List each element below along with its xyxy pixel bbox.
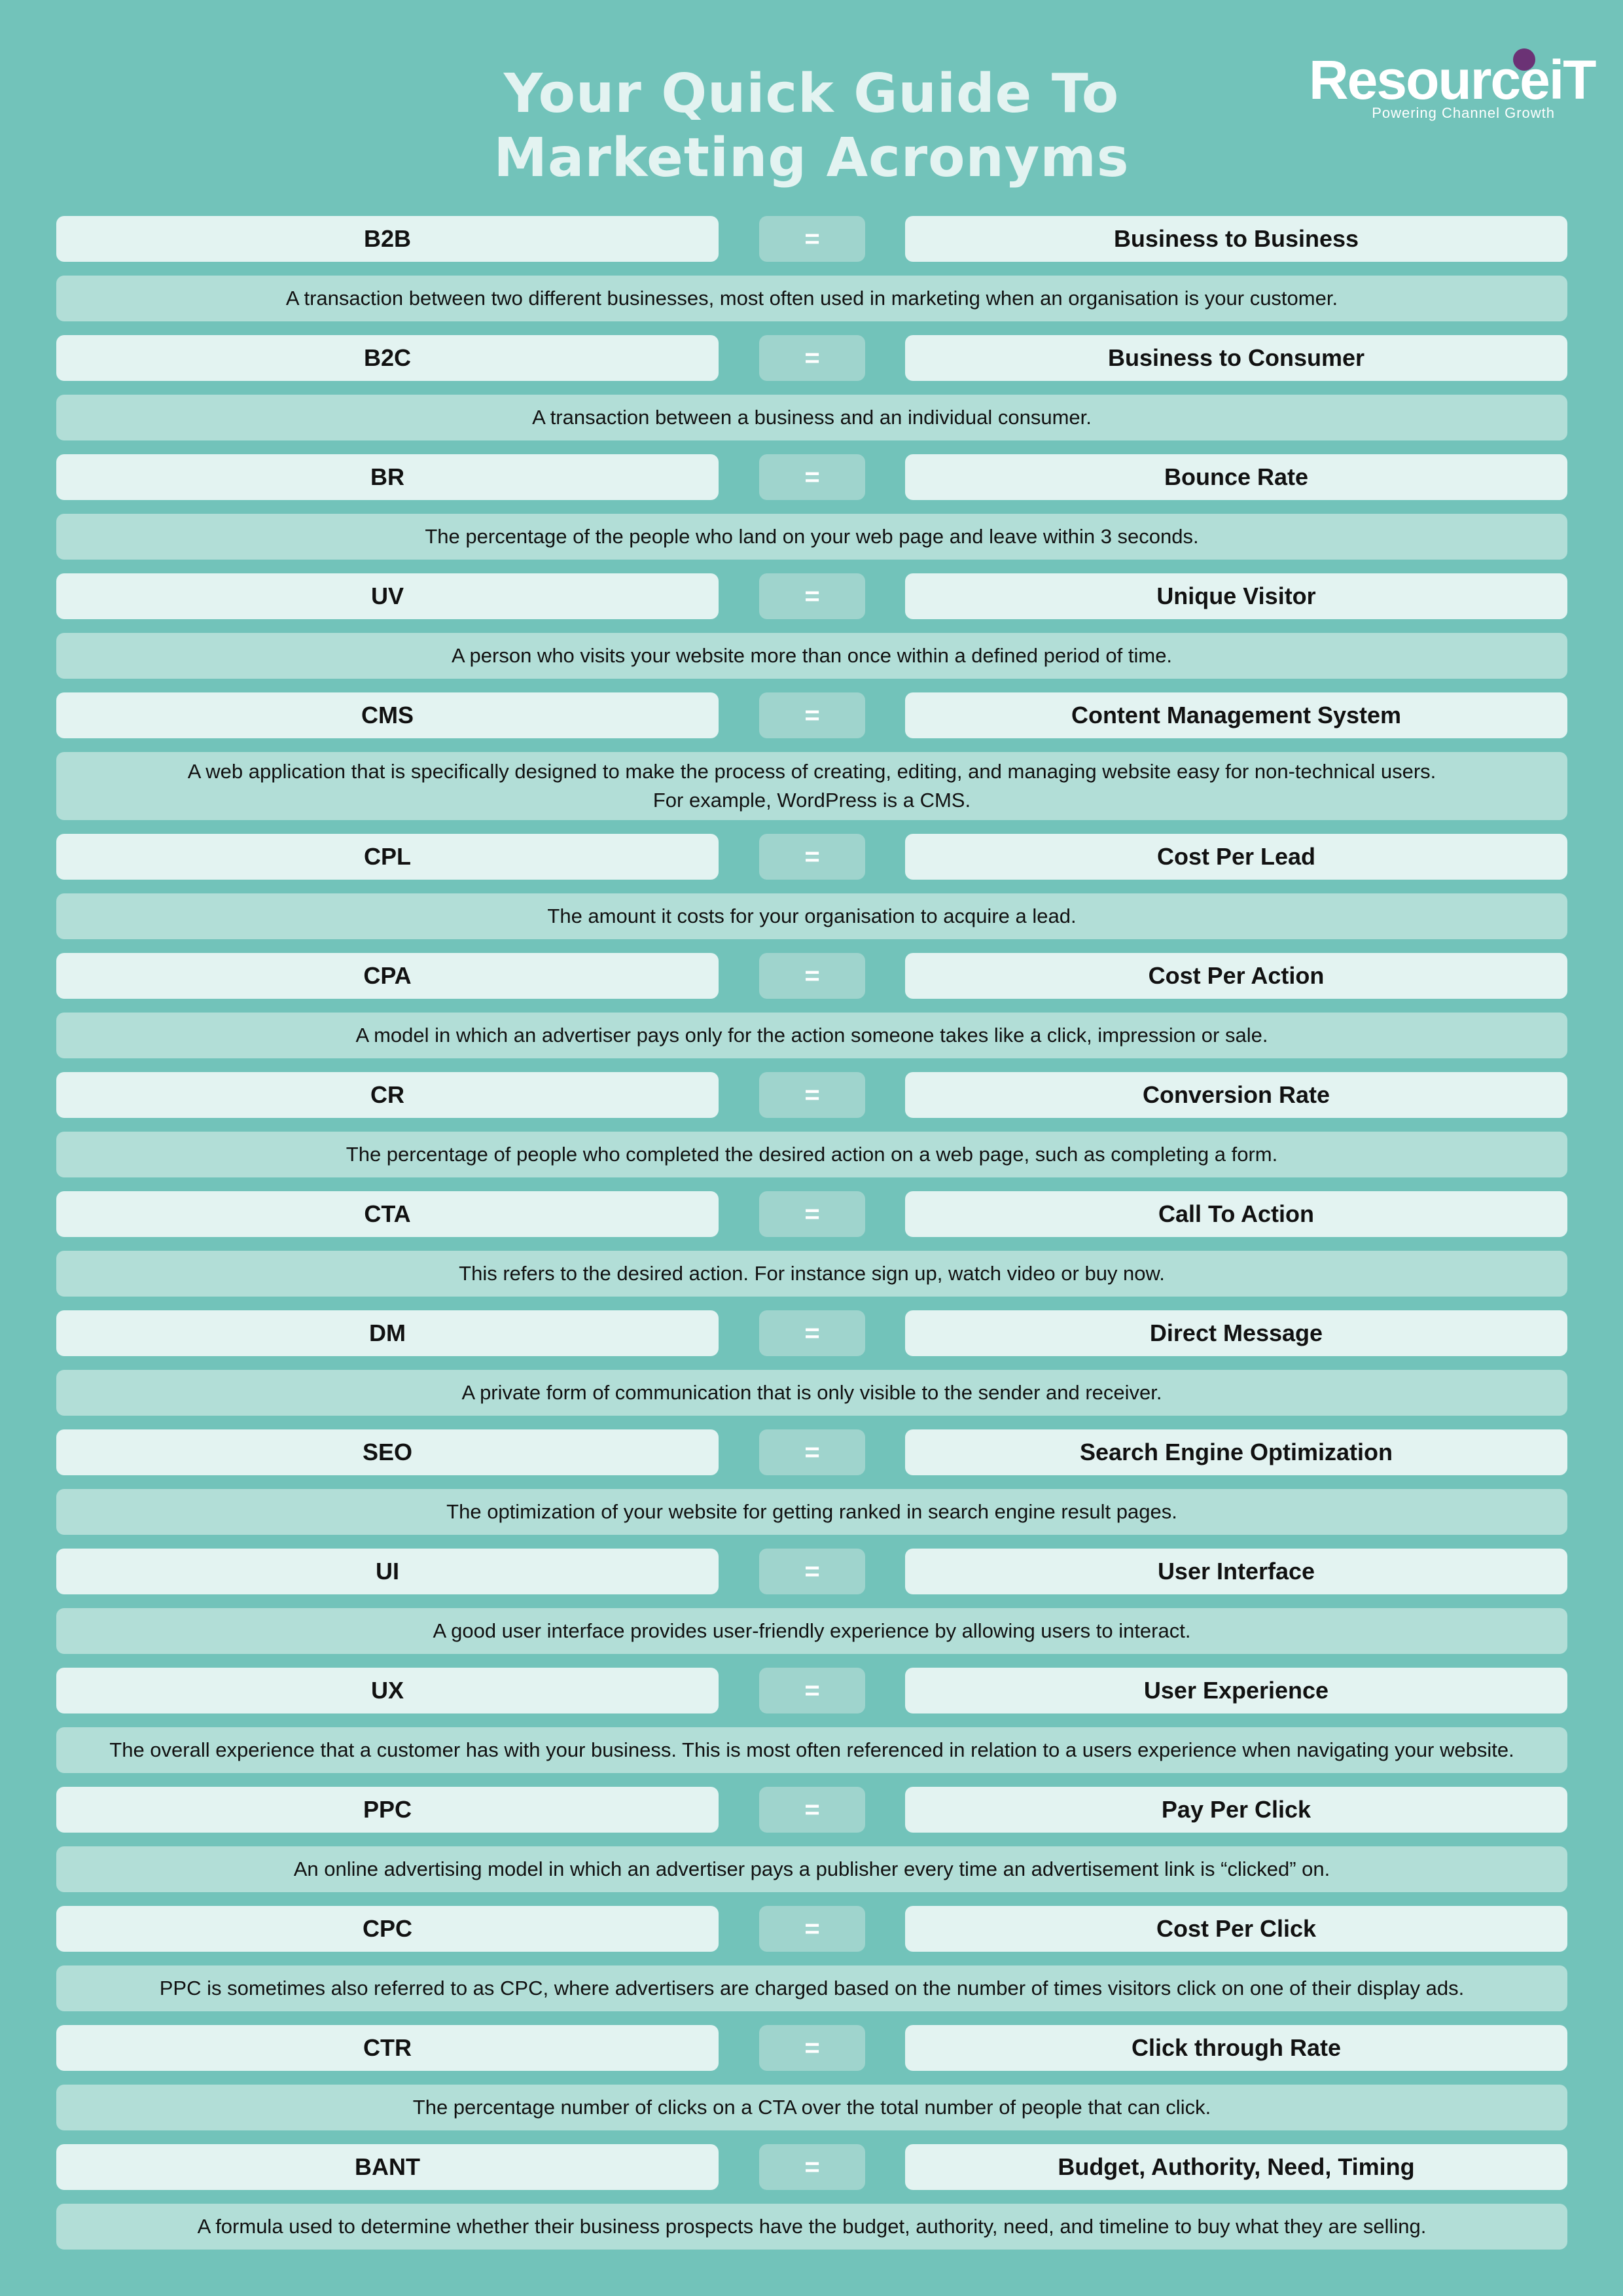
equals-sign: = (759, 335, 865, 381)
acronym-description: This refers to the desired action. For i… (56, 1251, 1567, 1297)
acronym-label: UX (56, 1668, 719, 1713)
acronym-meaning: Cost Per Click (905, 1906, 1567, 1952)
acronym-description: The overall experience that a customer h… (56, 1727, 1567, 1773)
description-line: A formula used to determine whether thei… (197, 2215, 1427, 2238)
acronym-description: A private form of communication that is … (56, 1370, 1567, 1416)
acronym-label: B2C (56, 335, 719, 381)
equals-sign: = (759, 573, 865, 619)
equals-sign: = (759, 1906, 865, 1952)
acronym-label: B2B (56, 216, 719, 262)
acronym-label: BANT (56, 2144, 719, 2190)
description-line: The optimization of your website for get… (446, 1500, 1177, 1523)
description-line: A person who visits your website more th… (451, 644, 1173, 667)
acronym-description: A person who visits your website more th… (56, 633, 1567, 679)
acronym-label: CMS (56, 692, 719, 738)
equals-sign: = (759, 1310, 865, 1356)
equals-sign: = (759, 953, 865, 999)
equals-sign: = (759, 1668, 865, 1713)
page-title: Your Quick Guide To Marketing Acronyms (0, 62, 1623, 190)
equals-sign: = (759, 834, 865, 880)
equals-sign: = (759, 454, 865, 500)
description-line: A good user interface provides user-frie… (433, 1619, 1191, 1642)
resourceit-logo: ResourceiT Powering Channel Growth (1309, 47, 1596, 132)
description-line: A private form of communication that is … (461, 1381, 1162, 1404)
acronym-meaning: Bounce Rate (905, 454, 1567, 500)
equals-sign: = (759, 1549, 865, 1594)
acronym-meaning: Click through Rate (905, 2025, 1567, 2071)
acronym-meaning: Unique Visitor (905, 573, 1567, 619)
acronym-label: CR (56, 1072, 719, 1118)
description-line: A transaction between a business and an … (532, 406, 1092, 429)
description-line: The overall experience that a customer h… (109, 1738, 1514, 1761)
acronym-label: CTA (56, 1191, 719, 1237)
description-line: The percentage of the people who land on… (425, 525, 1199, 548)
acronym-label: UI (56, 1549, 719, 1594)
acronym-description: A model in which an advertiser pays only… (56, 1013, 1567, 1058)
acronym-label: PPC (56, 1787, 719, 1833)
acronym-meaning: Conversion Rate (905, 1072, 1567, 1118)
acronym-meaning: Cost Per Action (905, 953, 1567, 999)
logo-tagline: Powering Channel Growth (1372, 105, 1555, 121)
acronym-description: A web application that is specifically d… (56, 752, 1567, 820)
acronym-description: A formula used to determine whether thei… (56, 2204, 1567, 2250)
logo-dot-icon (1513, 48, 1535, 71)
description-line: An online advertising model in which an … (293, 1857, 1330, 1880)
acronym-meaning: Cost Per Lead (905, 834, 1567, 880)
description-line: The percentage of people who completed t… (346, 1143, 1278, 1166)
acronym-label: UV (56, 573, 719, 619)
equals-sign: = (759, 1429, 865, 1475)
equals-sign: = (759, 216, 865, 262)
equals-sign: = (759, 1787, 865, 1833)
acronym-description: A transaction between two different busi… (56, 276, 1567, 321)
description-line: A model in which an advertiser pays only… (355, 1024, 1268, 1047)
acronym-description: A good user interface provides user-frie… (56, 1608, 1567, 1654)
description-line: The percentage number of clicks on a CTA… (412, 2096, 1211, 2119)
equals-sign: = (759, 692, 865, 738)
acronym-description: PPC is sometimes also referred to as CPC… (56, 1965, 1567, 2011)
acronym-label: CTR (56, 2025, 719, 2071)
acronym-label: SEO (56, 1429, 719, 1475)
acronym-description: The amount it costs for your organisatio… (56, 893, 1567, 939)
acronym-description: A transaction between a business and an … (56, 395, 1567, 440)
acronym-meaning: Search Engine Optimization (905, 1429, 1567, 1475)
acronym-meaning: Direct Message (905, 1310, 1567, 1356)
description-line: A transaction between two different busi… (285, 287, 1338, 310)
equals-sign: = (759, 1191, 865, 1237)
acronym-label: DM (56, 1310, 719, 1356)
acronym-description: The percentage of the people who land on… (56, 514, 1567, 560)
acronym-meaning: Content Management System (905, 692, 1567, 738)
logo-wordmark: ResourceiT (1309, 49, 1596, 111)
acronym-label: CPL (56, 834, 719, 880)
equals-sign: = (759, 2144, 865, 2190)
description-line: PPC is sometimes also referred to as CPC… (159, 1977, 1465, 2000)
description-line: For example, WordPress is a CMS. (652, 789, 971, 812)
acronym-label: CPA (56, 953, 719, 999)
acronym-meaning: Business to Business (905, 216, 1567, 262)
description-line: A web application that is specifically d… (187, 760, 1436, 783)
acronym-description: The percentage of people who completed t… (56, 1132, 1567, 1177)
equals-sign: = (759, 1072, 865, 1118)
description-line: This refers to the desired action. For i… (459, 1262, 1165, 1285)
acronym-label: BR (56, 454, 719, 500)
description-line: The amount it costs for your organisatio… (547, 905, 1077, 927)
acronym-meaning: Call To Action (905, 1191, 1567, 1237)
acronym-description: The optimization of your website for get… (56, 1489, 1567, 1535)
equals-sign: = (759, 2025, 865, 2071)
title-line-1: Your Quick Guide To (503, 63, 1120, 125)
acronym-meaning: Business to Consumer (905, 335, 1567, 381)
acronym-meaning: User Interface (905, 1549, 1567, 1594)
acronym-description: An online advertising model in which an … (56, 1846, 1567, 1892)
acronym-meaning: Budget, Authority, Need, Timing (905, 2144, 1567, 2190)
acronym-label: CPC (56, 1906, 719, 1952)
title-line-2: Marketing Acronyms (493, 127, 1130, 189)
acronym-meaning: User Experience (905, 1668, 1567, 1713)
acronym-description: The percentage number of clicks on a CTA… (56, 2085, 1567, 2130)
acronym-meaning: Pay Per Click (905, 1787, 1567, 1833)
